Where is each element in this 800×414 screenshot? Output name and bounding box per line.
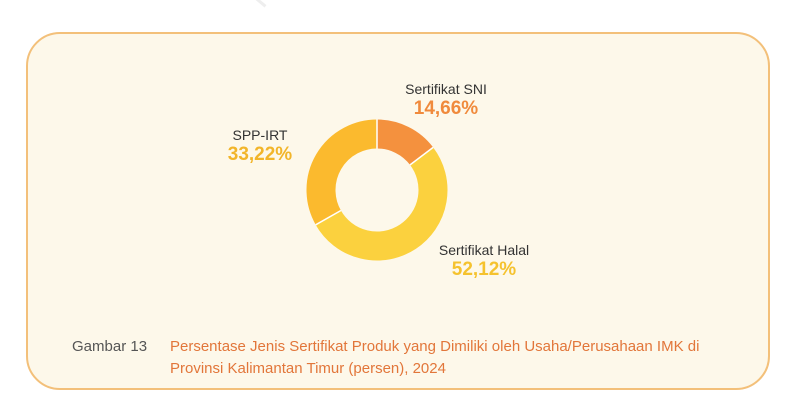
label-name: Sertifikat Halal bbox=[438, 242, 530, 258]
label-sertifikat-sni: Sertifikat SNI 14,66% bbox=[386, 81, 506, 121]
label-name: Sertifikat SNI bbox=[405, 81, 487, 97]
label-value: 14,66% bbox=[413, 97, 479, 119]
label-value: 33,22% bbox=[227, 143, 293, 165]
label-sertifikat-halal: Sertifikat Halal 52,12% bbox=[424, 242, 544, 282]
slice-separator bbox=[315, 209, 342, 226]
label-name: SPP-IRT bbox=[232, 127, 288, 143]
donut-chart bbox=[306, 119, 448, 261]
watermark-text: http bbox=[240, 0, 309, 15]
donut-slice-spp-irt bbox=[306, 119, 378, 225]
donut-slice-sertifikat-halal bbox=[315, 147, 448, 261]
figure-title: Persentase Jenis Sertifikat Produk yang … bbox=[170, 338, 700, 377]
slice-separator bbox=[409, 146, 434, 166]
figure-number: Gambar 13 bbox=[72, 338, 148, 355]
label-value: 52,12% bbox=[451, 258, 517, 280]
label-spp-irt: SPP-IRT 33,22% bbox=[210, 127, 310, 167]
figure-card: Sertifikat SNI 14,66% Sertifikat Halal 5… bbox=[26, 32, 770, 390]
donut-slice-sertifikat-sni bbox=[376, 119, 434, 166]
